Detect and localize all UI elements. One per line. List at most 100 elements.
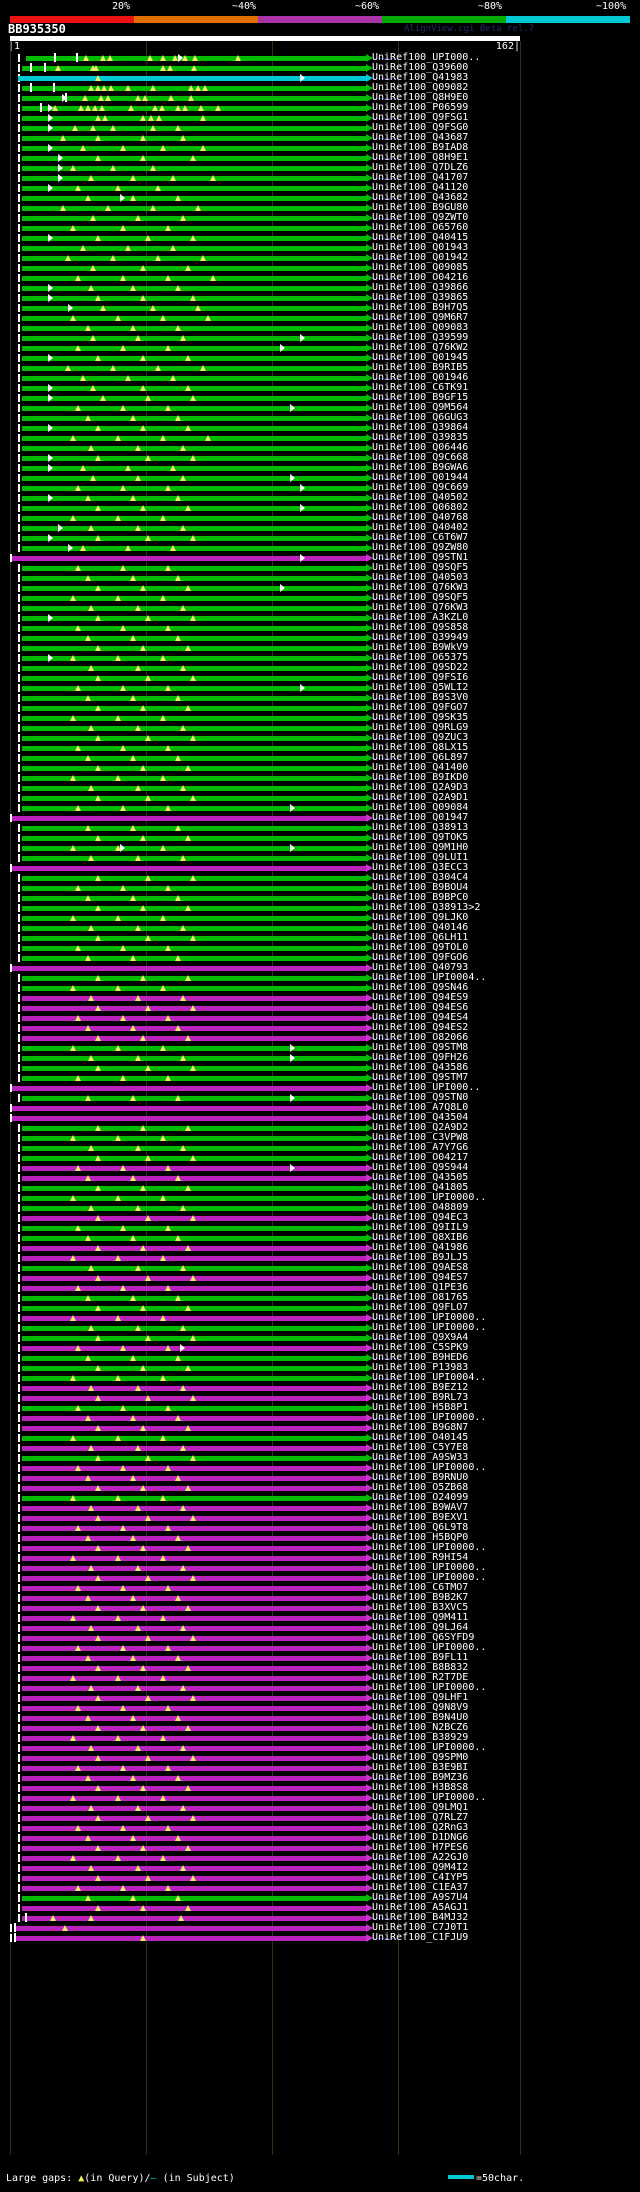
hit-label[interactable]: UniRef100_B9FL11 <box>372 1652 469 1663</box>
hsp-bar[interactable] <box>22 976 366 981</box>
hit-row[interactable]: UniRef100_Q2A9D3 <box>0 782 640 793</box>
hsp-bar[interactable] <box>22 1826 366 1831</box>
hit-label[interactable]: UniRef100_UPI000.. <box>372 1082 481 1093</box>
hit-label[interactable]: UniRef100_H5B8P1 <box>372 1402 469 1413</box>
hsp-bar[interactable] <box>22 276 366 281</box>
hit-row[interactable]: UniRef100_O5ZB68 <box>0 1482 640 1493</box>
hsp-bar[interactable] <box>22 1016 366 1021</box>
hsp-bar[interactable] <box>22 1646 366 1651</box>
hit-label[interactable]: UniRef100_C6TK91 <box>372 382 469 393</box>
hit-label[interactable]: UniRef100_Q7DLZ6 <box>372 162 469 173</box>
hit-row[interactable]: UniRef100_Q1PE36 <box>0 1282 640 1293</box>
hsp-bar[interactable] <box>22 1436 366 1441</box>
hit-row[interactable]: UniRef100_B9MZ36 <box>0 1772 640 1783</box>
hit-row[interactable]: UniRef100_Q76KW3 <box>0 582 640 593</box>
hit-row[interactable]: UniRef100_UPI0000.. <box>0 1572 640 1583</box>
hit-row[interactable]: UniRef100_Q40768 <box>0 512 640 523</box>
hit-row[interactable]: UniRef100_UPI0000.. <box>0 1682 640 1693</box>
hit-label[interactable]: UniRef100_UPI0004.. <box>372 972 487 983</box>
hit-label[interactable]: UniRef100_Q9ZUC3 <box>372 732 469 743</box>
hit-row[interactable]: UniRef100_Q6GUG3 <box>0 412 640 423</box>
hit-row[interactable]: UniRef100_P06599 <box>0 102 640 113</box>
hsp-bar[interactable] <box>22 996 366 1001</box>
hit-row[interactable]: UniRef100_B9BOU4 <box>0 882 640 893</box>
hsp-bar[interactable] <box>14 1936 366 1941</box>
hit-row[interactable]: UniRef100_Q9IIL9 <box>0 1222 640 1233</box>
hsp-bar[interactable] <box>22 96 366 101</box>
hit-row[interactable]: UniRef100_Q8LX15 <box>0 742 640 753</box>
hit-row[interactable]: UniRef100_Q01943 <box>0 242 640 253</box>
hit-label[interactable]: UniRef100_Q40415 <box>372 232 469 243</box>
hit-row[interactable]: UniRef100_R9HI54 <box>0 1552 640 1563</box>
hsp-bar[interactable] <box>22 526 366 531</box>
hit-label[interactable]: UniRef100_C7J0T1 <box>372 1922 469 1933</box>
hsp-bar[interactable] <box>22 1366 366 1371</box>
hsp-bar[interactable] <box>12 966 366 971</box>
hsp-bar[interactable] <box>22 726 366 731</box>
hsp-bar[interactable] <box>22 1166 366 1171</box>
hit-label[interactable]: UniRef100_Q3ECC3 <box>372 862 469 873</box>
hit-row[interactable]: UniRef100_UPI0004.. <box>0 1372 640 1383</box>
hsp-bar[interactable] <box>22 386 366 391</box>
hsp-bar[interactable] <box>22 1526 366 1531</box>
hsp-bar[interactable] <box>22 316 366 321</box>
hsp-bar[interactable] <box>22 706 366 711</box>
hit-label[interactable]: UniRef100_Q40402 <box>372 522 469 533</box>
hsp-bar[interactable] <box>22 656 366 661</box>
hit-label[interactable]: UniRef100_Q41983 <box>372 72 469 83</box>
hsp-bar[interactable] <box>22 1626 366 1631</box>
hsp-bar[interactable] <box>22 1306 366 1311</box>
hit-row[interactable]: UniRef100_Q9SK35 <box>0 712 640 723</box>
hsp-bar[interactable] <box>12 1106 366 1111</box>
hit-row[interactable]: UniRef100_B9S3V0 <box>0 692 640 703</box>
hit-row[interactable]: UniRef100_O04217 <box>0 1152 640 1163</box>
hit-row[interactable]: UniRef100_Q5WLI2 <box>0 682 640 693</box>
hit-label[interactable]: UniRef100_Q9STN1 <box>372 552 469 563</box>
hit-label[interactable]: UniRef100_Q01947 <box>372 812 469 823</box>
hit-row[interactable]: UniRef100_Q9ZWT0 <box>0 212 640 223</box>
hit-row[interactable]: UniRef100_Q76KW2 <box>0 342 640 353</box>
hit-label[interactable]: UniRef100_C5SPK9 <box>372 1342 469 1353</box>
hit-row[interactable]: UniRef100_Q09082 <box>0 82 640 93</box>
hit-label[interactable]: UniRef100_Q9FSI6 <box>372 672 469 683</box>
hsp-bar[interactable] <box>22 946 366 951</box>
hit-label[interactable]: UniRef100_C6TMO7 <box>372 1582 469 1593</box>
hsp-bar[interactable] <box>22 1466 366 1471</box>
hit-row[interactable]: UniRef100_Q9SN46 <box>0 982 640 993</box>
hsp-bar[interactable] <box>22 1586 366 1591</box>
hsp-bar[interactable] <box>22 106 366 111</box>
hsp-bar[interactable] <box>22 1556 366 1561</box>
hsp-bar[interactable] <box>22 896 366 901</box>
hit-row[interactable]: UniRef100_C5SPK9 <box>0 1342 640 1353</box>
hit-label[interactable]: UniRef100_UPI0000.. <box>372 1562 487 1573</box>
hit-row[interactable]: UniRef100_Q9STN0 <box>0 1092 640 1103</box>
hit-row[interactable]: UniRef100_Q39600 <box>0 62 640 73</box>
hit-label[interactable]: UniRef100_Q6GUG3 <box>372 412 469 423</box>
hit-row[interactable]: UniRef100_Q43687 <box>0 132 640 143</box>
hit-row[interactable]: UniRef100_C6TMO7 <box>0 1582 640 1593</box>
hsp-bar[interactable] <box>22 1666 366 1671</box>
hit-label[interactable]: UniRef100_Q39864 <box>372 422 469 433</box>
hit-label[interactable]: UniRef100_Q2A9D2 <box>372 1122 469 1133</box>
hsp-bar[interactable] <box>22 1046 366 1051</box>
hsp-bar[interactable] <box>22 1126 366 1131</box>
hsp-bar[interactable] <box>22 286 366 291</box>
hit-row[interactable]: UniRef100_Q94ES9 <box>0 992 640 1003</box>
hit-label[interactable]: UniRef100_B9JLJ5 <box>372 1252 469 1263</box>
hsp-bar[interactable] <box>22 1376 366 1381</box>
hit-label[interactable]: UniRef100_Q39600 <box>372 62 469 73</box>
hit-row[interactable]: UniRef100_H3B8S8 <box>0 1782 640 1793</box>
hit-label[interactable]: UniRef100_Q40146 <box>372 922 469 933</box>
hit-row[interactable]: UniRef100_B9HED6 <box>0 1352 640 1363</box>
hit-row[interactable]: UniRef100_B9RL73 <box>0 1392 640 1403</box>
hit-row[interactable]: UniRef100_Q6L9T8 <box>0 1522 640 1533</box>
hsp-bar[interactable] <box>22 516 366 521</box>
hsp-bar[interactable] <box>22 776 366 781</box>
hsp-bar[interactable] <box>22 626 366 631</box>
hit-label[interactable]: UniRef100_Q41707 <box>372 172 469 183</box>
hit-label[interactable]: UniRef100_B9WAV7 <box>372 1502 469 1513</box>
hit-label[interactable]: UniRef100_A3KZL0 <box>372 612 469 623</box>
hit-label[interactable]: UniRef100_Q94ES4 <box>372 1012 469 1023</box>
hsp-bar[interactable] <box>22 206 366 211</box>
hsp-bar[interactable] <box>22 346 366 351</box>
